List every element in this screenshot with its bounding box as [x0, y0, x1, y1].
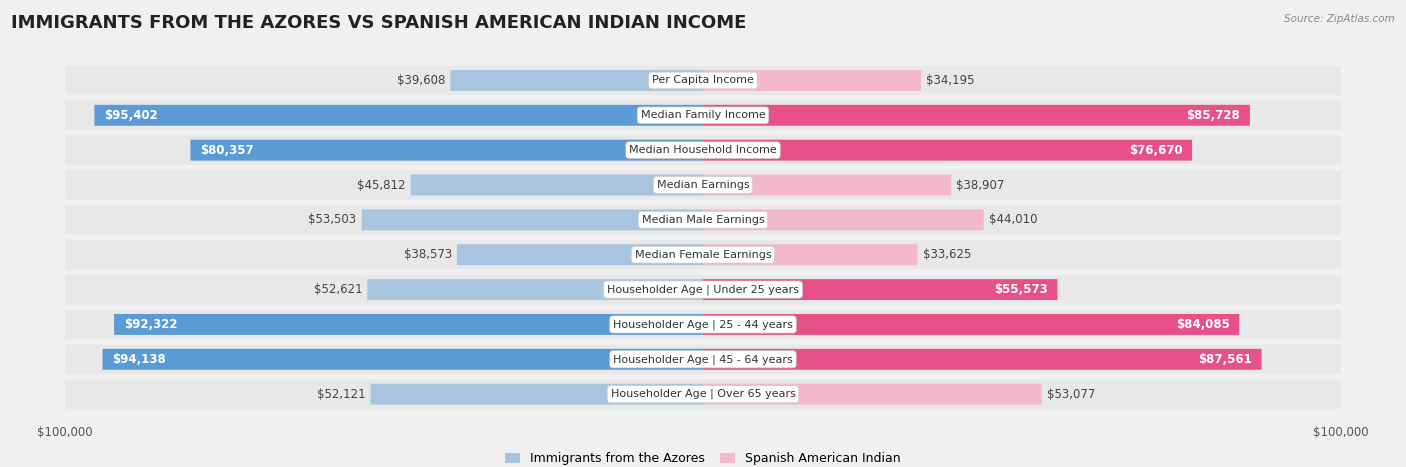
Text: $52,621: $52,621	[314, 283, 363, 296]
Text: Householder Age | Over 65 years: Householder Age | Over 65 years	[610, 389, 796, 399]
FancyBboxPatch shape	[703, 279, 1057, 300]
Legend: Immigrants from the Azores, Spanish American Indian: Immigrants from the Azores, Spanish Amer…	[505, 452, 901, 465]
FancyBboxPatch shape	[703, 175, 952, 196]
FancyBboxPatch shape	[65, 240, 1341, 269]
FancyBboxPatch shape	[457, 244, 703, 265]
FancyBboxPatch shape	[190, 140, 703, 161]
FancyBboxPatch shape	[65, 205, 1341, 234]
Text: IMMIGRANTS FROM THE AZORES VS SPANISH AMERICAN INDIAN INCOME: IMMIGRANTS FROM THE AZORES VS SPANISH AM…	[11, 14, 747, 32]
Text: Householder Age | 45 - 64 years: Householder Age | 45 - 64 years	[613, 354, 793, 365]
Text: $38,573: $38,573	[404, 248, 451, 261]
FancyBboxPatch shape	[450, 70, 703, 91]
FancyBboxPatch shape	[65, 170, 1341, 200]
Text: Median Family Income: Median Family Income	[641, 110, 765, 120]
Text: $94,138: $94,138	[112, 353, 166, 366]
Text: $53,503: $53,503	[308, 213, 357, 226]
FancyBboxPatch shape	[94, 105, 703, 126]
Text: $95,402: $95,402	[104, 109, 157, 122]
Text: $92,322: $92,322	[124, 318, 177, 331]
FancyBboxPatch shape	[371, 384, 703, 404]
Text: Householder Age | 25 - 44 years: Householder Age | 25 - 44 years	[613, 319, 793, 330]
Text: $85,728: $85,728	[1187, 109, 1240, 122]
Text: $38,907: $38,907	[956, 178, 1005, 191]
FancyBboxPatch shape	[703, 314, 1239, 335]
Text: $80,357: $80,357	[200, 144, 253, 156]
FancyBboxPatch shape	[367, 279, 703, 300]
Text: $52,121: $52,121	[316, 388, 366, 401]
Text: Per Capita Income: Per Capita Income	[652, 76, 754, 85]
Text: $44,010: $44,010	[988, 213, 1038, 226]
Text: Median Household Income: Median Household Income	[628, 145, 778, 155]
FancyBboxPatch shape	[703, 70, 921, 91]
Text: $84,085: $84,085	[1175, 318, 1230, 331]
FancyBboxPatch shape	[103, 349, 703, 370]
FancyBboxPatch shape	[65, 275, 1341, 304]
FancyBboxPatch shape	[361, 209, 703, 230]
Text: Source: ZipAtlas.com: Source: ZipAtlas.com	[1284, 14, 1395, 24]
FancyBboxPatch shape	[703, 209, 984, 230]
FancyBboxPatch shape	[65, 135, 1341, 165]
FancyBboxPatch shape	[703, 384, 1042, 404]
Text: $53,077: $53,077	[1046, 388, 1095, 401]
Text: $33,625: $33,625	[922, 248, 972, 261]
FancyBboxPatch shape	[65, 310, 1341, 339]
FancyBboxPatch shape	[411, 175, 703, 196]
FancyBboxPatch shape	[65, 345, 1341, 374]
Text: $87,561: $87,561	[1198, 353, 1251, 366]
Text: Median Earnings: Median Earnings	[657, 180, 749, 190]
Text: $34,195: $34,195	[927, 74, 974, 87]
Text: $39,608: $39,608	[396, 74, 446, 87]
FancyBboxPatch shape	[703, 349, 1261, 370]
Text: Median Male Earnings: Median Male Earnings	[641, 215, 765, 225]
FancyBboxPatch shape	[65, 380, 1341, 409]
Text: Householder Age | Under 25 years: Householder Age | Under 25 years	[607, 284, 799, 295]
Text: Median Female Earnings: Median Female Earnings	[634, 250, 772, 260]
Text: $45,812: $45,812	[357, 178, 406, 191]
FancyBboxPatch shape	[65, 66, 1341, 95]
FancyBboxPatch shape	[703, 244, 918, 265]
FancyBboxPatch shape	[114, 314, 703, 335]
Text: $76,670: $76,670	[1129, 144, 1182, 156]
FancyBboxPatch shape	[703, 140, 1192, 161]
Text: $55,573: $55,573	[994, 283, 1047, 296]
FancyBboxPatch shape	[703, 105, 1250, 126]
FancyBboxPatch shape	[65, 101, 1341, 130]
